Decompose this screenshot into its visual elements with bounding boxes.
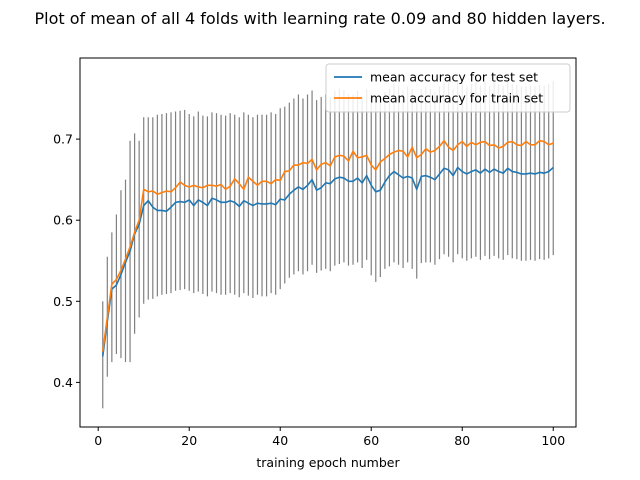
legend-box	[325, 63, 571, 113]
x-tick-label: 100	[541, 433, 565, 448]
series-lines	[101, 139, 554, 357]
y-tick-label: 0.4	[53, 375, 73, 390]
x-axis: 0 20 40 60 80 100	[94, 427, 565, 448]
series-line-test	[101, 166, 554, 357]
x-tick-label: 60	[363, 433, 379, 448]
y-tick-label: 0.5	[53, 294, 73, 309]
y-tick-label: 0.6	[53, 213, 73, 228]
legend: mean accuracy for test set mean accuracy …	[325, 63, 571, 113]
series-line-train	[101, 139, 554, 352]
x-tick-label: 40	[272, 433, 288, 448]
plot-frame	[79, 57, 577, 428]
legend-label: mean accuracy for train set	[370, 91, 543, 106]
x-axis-label: training epoch number	[256, 455, 400, 470]
x-tick-label: 80	[454, 433, 470, 448]
y-tick-label: 0.7	[53, 132, 73, 147]
error-bars	[102, 80, 554, 409]
y-axis: 0.4 0.5 0.6 0.7	[53, 132, 80, 390]
x-tick-label: 0	[94, 433, 102, 448]
legend-label: mean accuracy for test set	[370, 70, 538, 85]
chart-title: Plot of mean of all 4 folds with learnin…	[34, 9, 605, 28]
x-tick-label: 20	[181, 433, 197, 448]
